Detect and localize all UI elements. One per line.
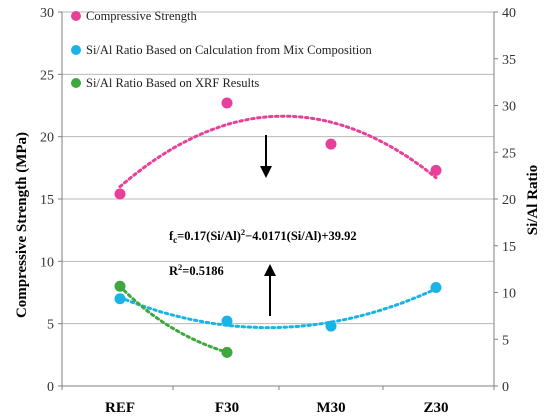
category-labels: REF F30 M30 Z30: [61, 386, 495, 416]
left-tick-label: 15: [40, 193, 54, 208]
left-axis-ticks: 0 5 10 15 20 25 30: [40, 6, 62, 395]
data-point: [430, 282, 442, 294]
right-tick-label: 30: [502, 100, 516, 115]
trendline: [118, 114, 438, 189]
data-point: [114, 293, 126, 305]
right-tick-label: 40: [502, 6, 516, 21]
trendlines: [118, 114, 438, 354]
legend: Compressive Strength Si/Al Ratio Based on…: [71, 9, 373, 90]
right-tick-label: 0: [502, 380, 509, 395]
right-tick-label: 20: [502, 193, 516, 208]
arrow-down: [260, 135, 272, 178]
left-tick-label: 10: [40, 255, 54, 270]
legend-marker: [71, 78, 81, 88]
legend-label: Si/Al Ratio Based on XRF Results: [86, 76, 259, 90]
r-squared: R2=0.5186: [169, 262, 224, 278]
right-tick-label: 35: [502, 53, 516, 68]
data-point: [221, 315, 233, 327]
data-point: [221, 346, 233, 358]
right-tick-label: 10: [502, 287, 516, 302]
legend-label: Compressive Strength: [86, 9, 198, 23]
gridlines: [62, 11, 494, 325]
category-label: F30: [215, 400, 239, 416]
data-point: [114, 280, 126, 292]
right-tick-label: 25: [502, 146, 516, 161]
left-tick-label: 5: [47, 318, 54, 333]
category-label: M30: [316, 400, 345, 416]
data-point: [221, 97, 233, 109]
category-label: Z30: [423, 400, 448, 416]
left-axis-title: Compressive Strength (MPa): [14, 132, 30, 318]
left-tick-label: 20: [40, 131, 54, 146]
legend-marker: [71, 45, 81, 55]
data-points: [114, 97, 442, 358]
left-tick-label: 30: [40, 6, 54, 21]
data-point: [430, 164, 442, 176]
right-tick-label: 5: [502, 333, 509, 348]
data-point: [114, 188, 126, 200]
left-tick-label: 25: [40, 68, 54, 83]
data-point: [325, 320, 337, 332]
trendline: [118, 287, 438, 330]
legend-label: Si/Al Ratio Based on Calculation from Mi…: [86, 43, 373, 57]
category-label: REF: [105, 400, 135, 416]
right-axis-ticks: 0 5 10 15 20 25 30 35 40: [494, 6, 516, 395]
left-tick-label: 0: [47, 380, 54, 395]
right-axis-title: Si/Al Ratio: [525, 165, 541, 235]
data-point: [325, 138, 337, 150]
legend-marker: [71, 11, 81, 21]
right-tick-label: 15: [502, 240, 516, 255]
arrow-up: [264, 264, 276, 316]
trendline: [118, 284, 229, 354]
regression-equation: fc=0.17(Si/Al)2−4.0171(Si/Al)+39.92: [169, 227, 357, 245]
